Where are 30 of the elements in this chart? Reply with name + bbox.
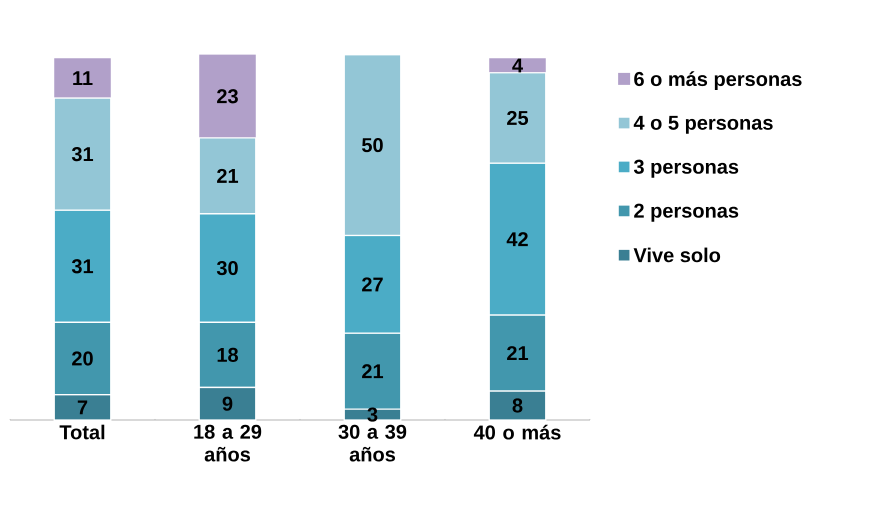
data-label: 9 <box>222 396 232 411</box>
data-label: 23 <box>217 89 238 104</box>
legend-label: 3 personas <box>634 160 738 178</box>
data-label: 18 <box>218 348 238 362</box>
data-label: 31 <box>72 147 94 162</box>
data-label: 30 <box>216 260 238 276</box>
data-label: 21 <box>362 364 384 378</box>
x-tick-label: 30 a 39 años <box>338 424 406 462</box>
data-label: 4 <box>512 58 523 72</box>
data-label: 31 <box>72 259 94 274</box>
bar <box>199 54 256 138</box>
data-label: 50 <box>362 138 383 152</box>
data-label: 8 <box>512 398 522 413</box>
data-label: 11 <box>73 71 93 86</box>
data-label: 20 <box>72 351 93 366</box>
legend-label: 6 o más personas <box>634 71 802 90</box>
legend-label: 4 o 5 personas <box>634 116 773 134</box>
data-label: 3 <box>367 407 378 422</box>
x-tick-label: 18 a 29 años <box>194 424 262 462</box>
bar <box>54 58 111 98</box>
x-tick-label: 40 o más <box>474 424 561 440</box>
data-label: 21 <box>507 346 528 360</box>
x-tick-label: Total <box>60 424 104 440</box>
legend-label: Vive solo <box>634 248 720 262</box>
legend-label: 2 personas <box>634 204 738 222</box>
data-label: 42 <box>506 232 528 246</box>
data-label: 7 <box>78 400 88 414</box>
data-label: 25 <box>507 110 528 126</box>
data-label: 27 <box>362 277 383 292</box>
data-label: 21 <box>217 168 238 183</box>
